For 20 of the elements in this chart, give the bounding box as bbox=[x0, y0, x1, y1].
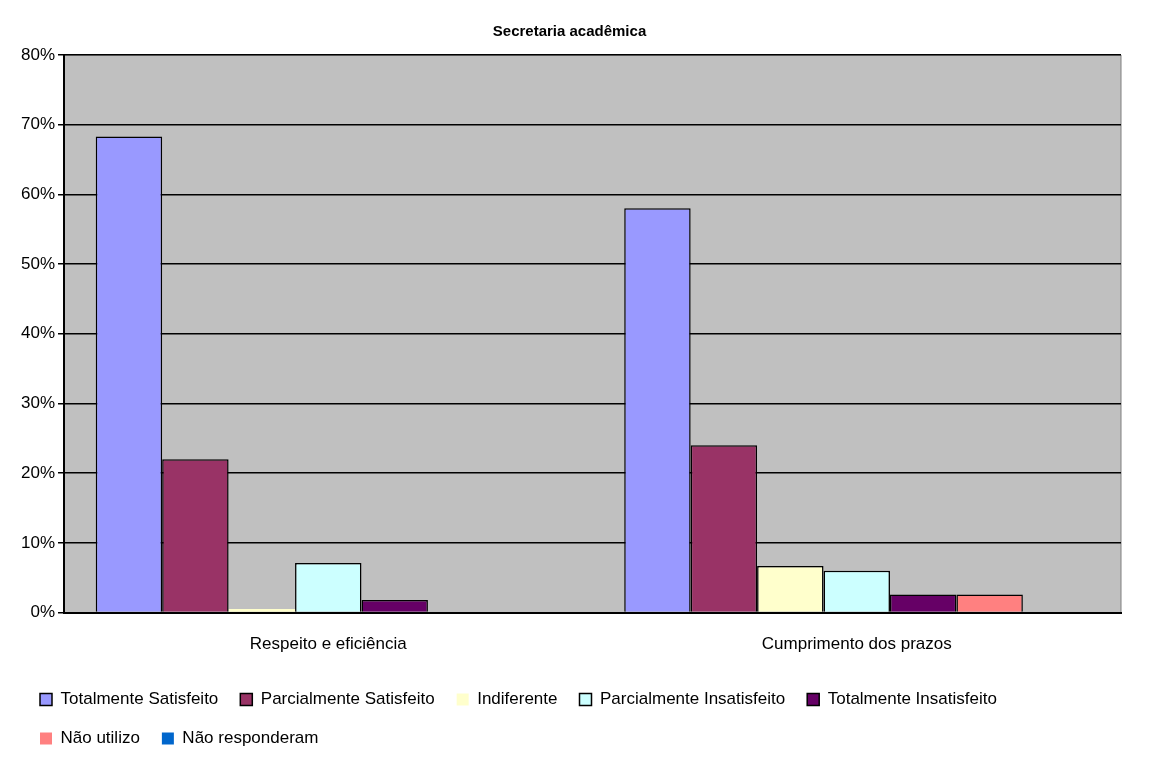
legend-label: Não responderam bbox=[182, 728, 319, 748]
chart-title: Secretaria acadêmica bbox=[492, 22, 647, 40]
legend-label: Parcialmente Satisfeito bbox=[260, 689, 435, 709]
y-tick-label: 0% bbox=[30, 602, 56, 622]
legend-label: Totalmente Satisfeito bbox=[60, 689, 219, 709]
legend-label: Não utilizo bbox=[60, 728, 140, 748]
y-tick-label: 60% bbox=[20, 184, 56, 204]
y-tick-label: 80% bbox=[20, 44, 56, 64]
legend-label: Parcialmente Insatisfeito bbox=[600, 689, 786, 709]
y-tick-label: 10% bbox=[20, 532, 56, 552]
x-tick-label: Cumprimento dos prazos bbox=[761, 634, 952, 654]
x-tick-label: Respeito e eficiência bbox=[249, 634, 408, 654]
bar bbox=[228, 609, 296, 612]
legend-label: Indiferente bbox=[477, 689, 558, 709]
y-tick-label: 20% bbox=[20, 462, 56, 482]
y-tick-label: 30% bbox=[20, 393, 56, 413]
legend-label: Totalmente Insatisfeito bbox=[827, 689, 997, 709]
y-tick-label: 70% bbox=[20, 114, 56, 134]
y-tick-label: 50% bbox=[20, 253, 56, 273]
y-tick-label: 40% bbox=[20, 323, 56, 343]
